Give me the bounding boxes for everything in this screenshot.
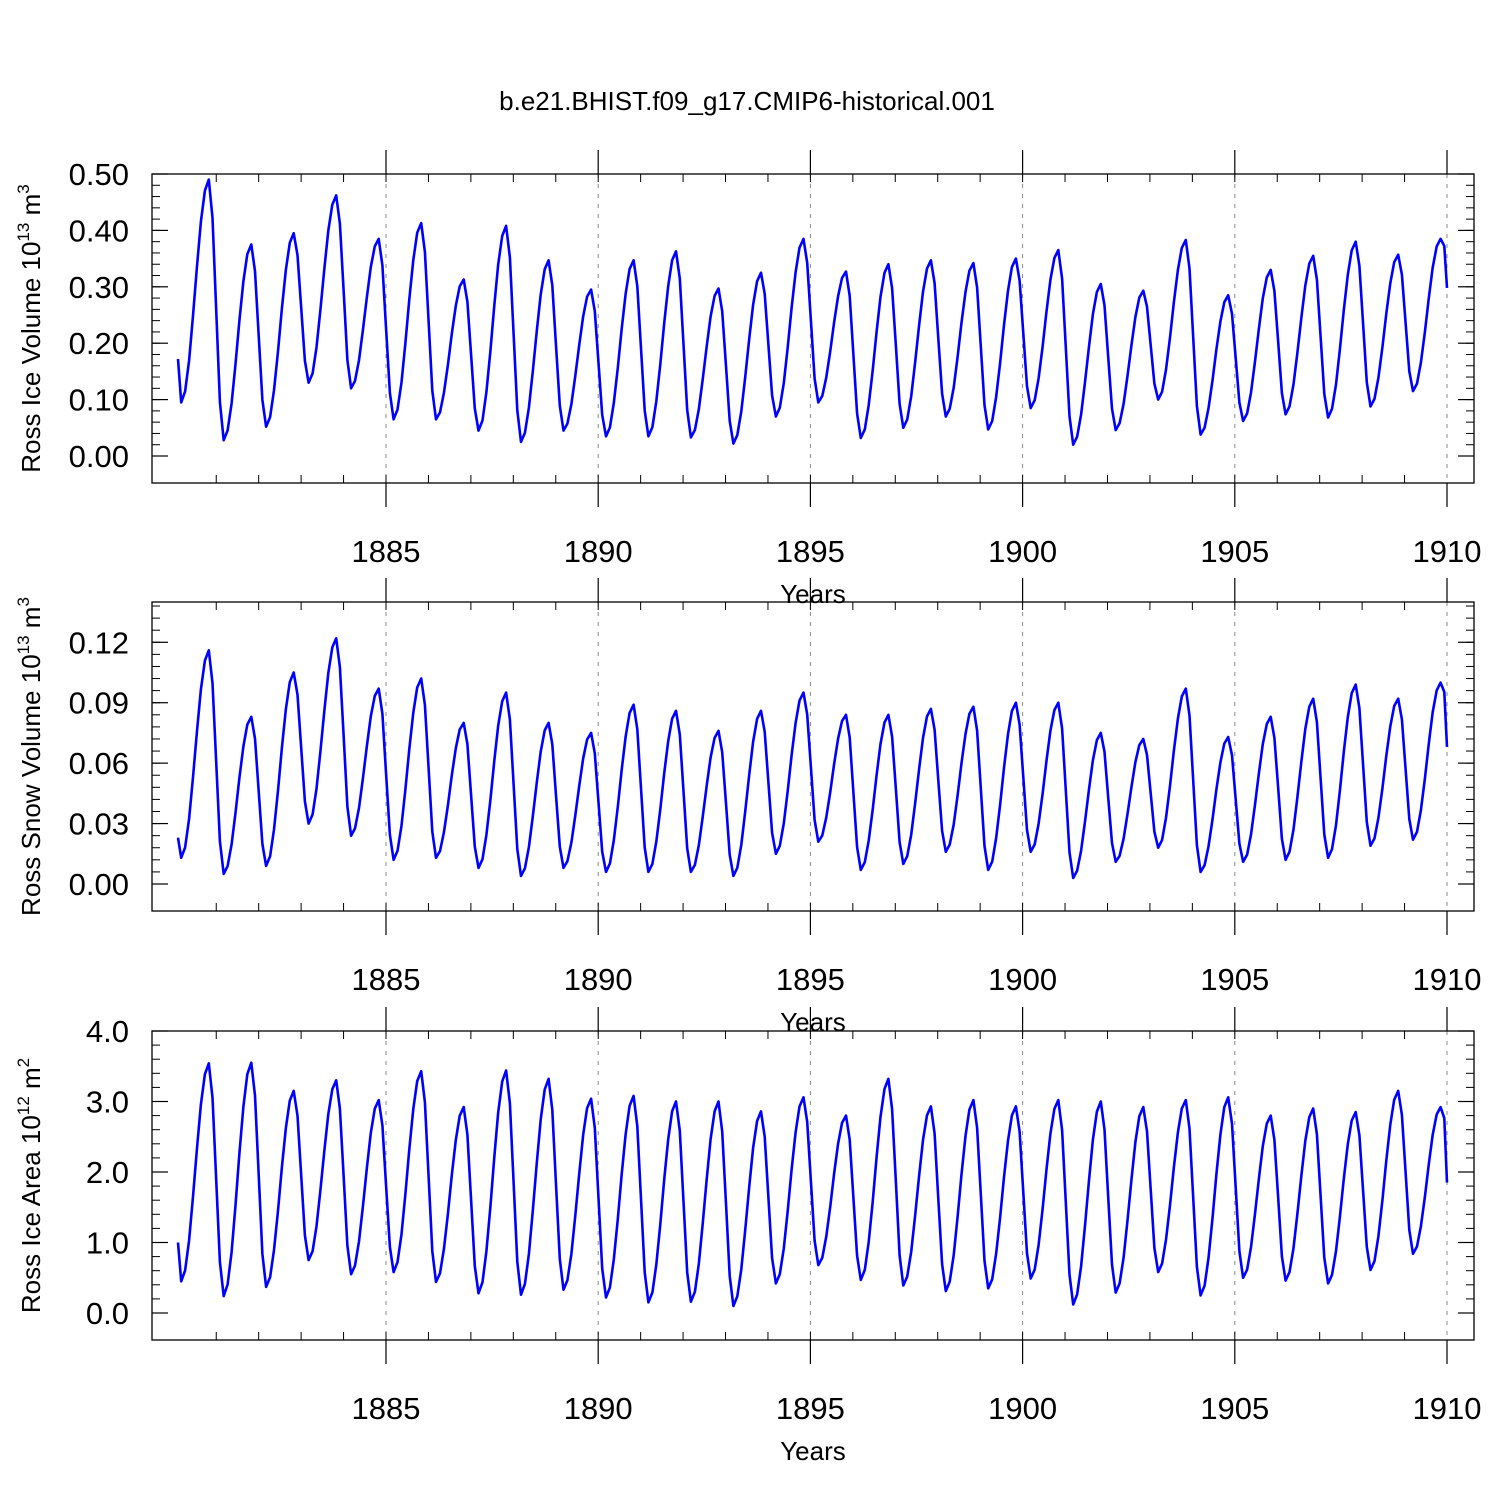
y-axis-label-unit-exp: 3 bbox=[14, 184, 33, 193]
y-axis-label-text: Ross Ice Volume 10 bbox=[16, 242, 46, 473]
x-tick-label: 1910 bbox=[1413, 534, 1482, 569]
y-tick-label: 0.10 bbox=[69, 383, 129, 418]
x-tick-label: 1905 bbox=[1200, 1391, 1269, 1426]
y-tick-label: 2.0 bbox=[86, 1155, 129, 1190]
y-tick-label: 0.0 bbox=[86, 1296, 129, 1331]
x-tick-label: 1890 bbox=[564, 534, 633, 569]
y-tick-label: 0.06 bbox=[69, 746, 129, 781]
y-tick-label: 3.0 bbox=[86, 1085, 129, 1120]
y-tick-label: 1.0 bbox=[86, 1226, 129, 1261]
x-tick-label: 1895 bbox=[776, 1391, 845, 1426]
x-tick-label: 1910 bbox=[1413, 1391, 1482, 1426]
y-axis-label: Ross Ice Area 1012 m2 bbox=[14, 1058, 46, 1313]
panel-3: 1885 1890 1895 1900 1905 1910 0.0 1.0 2.0 3.0 4.0 Y… bbox=[14, 1007, 1481, 1466]
x-axis-label: Years bbox=[780, 1436, 846, 1466]
y-axis-label-unit-exp: 2 bbox=[14, 1058, 33, 1067]
x-tick-label: 1905 bbox=[1200, 534, 1269, 569]
y-tick-label: 0.50 bbox=[69, 157, 129, 192]
series-line bbox=[176, 178, 1449, 446]
plot-frame bbox=[151, 1030, 1475, 1341]
y-tick-label: 0.03 bbox=[69, 807, 129, 842]
series-line bbox=[176, 1061, 1449, 1308]
y-tick-label: 0.00 bbox=[69, 867, 129, 902]
y-axis-label-exp: 13 bbox=[14, 635, 33, 654]
x-tick-label: 1895 bbox=[776, 962, 845, 997]
y-axis-label-unit-exp: 3 bbox=[14, 597, 33, 606]
y-tick-label: 0.20 bbox=[69, 326, 129, 361]
y-axis-label-unit: m bbox=[16, 1067, 46, 1096]
x-axis-label: Years bbox=[780, 579, 846, 609]
x-tick-label: 1910 bbox=[1413, 962, 1482, 997]
plot-frame bbox=[151, 601, 1475, 912]
x-tick-label: 1900 bbox=[988, 534, 1057, 569]
y-tick-label: 0.30 bbox=[69, 270, 129, 305]
y-axis-label-exp: 13 bbox=[14, 223, 33, 242]
x-tick-label: 1895 bbox=[776, 534, 845, 569]
panel-2: 1885 1890 1895 1900 1905 1910 0.00 0.03 0.06 0.09… bbox=[14, 578, 1481, 1037]
x-tick-label: 1900 bbox=[988, 962, 1057, 997]
y-axis-label-unit: m bbox=[16, 194, 46, 223]
x-tick-label: 1905 bbox=[1200, 962, 1269, 997]
x-tick-label: 1885 bbox=[352, 1391, 421, 1426]
y-tick-label: 0.12 bbox=[69, 625, 129, 660]
y-tick-label: 0.09 bbox=[69, 686, 129, 721]
y-axis-label-text: Ross Ice Area 10 bbox=[16, 1115, 46, 1313]
y-axis-label: Ross Ice Volume 1013 m3 bbox=[14, 184, 46, 473]
x-tick-label: 1890 bbox=[564, 962, 633, 997]
x-axis-label: Years bbox=[780, 1007, 846, 1037]
panel-1: 1885 1890 1895 1900 1905 1910 0.00 0.10 0.20 0.30… bbox=[14, 150, 1481, 609]
x-tick-label: 1890 bbox=[564, 1391, 633, 1426]
x-tick-label: 1900 bbox=[988, 1391, 1057, 1426]
y-axis-label-exp: 12 bbox=[14, 1096, 33, 1115]
x-tick-label: 1885 bbox=[352, 534, 421, 569]
y-tick-label: 4.0 bbox=[86, 1014, 129, 1049]
figure-title: b.e21.BHIST.f09_g17.CMIP6-historical.001 bbox=[499, 86, 995, 116]
y-tick-label: 0.00 bbox=[69, 439, 129, 474]
plot-frame bbox=[151, 173, 1475, 484]
y-axis-label-unit: m bbox=[16, 607, 46, 636]
panels: 1885 1890 1895 1900 1905 1910 0.00 0.10 0.20 0.30… bbox=[14, 150, 1481, 1466]
series-line bbox=[176, 637, 1449, 880]
y-axis-label: Ross Snow Volume 1013 m3 bbox=[14, 597, 46, 916]
y-tick-label: 0.40 bbox=[69, 213, 129, 248]
y-axis-label-text: Ross Snow Volume 10 bbox=[16, 654, 46, 916]
x-tick-label: 1885 bbox=[352, 962, 421, 997]
